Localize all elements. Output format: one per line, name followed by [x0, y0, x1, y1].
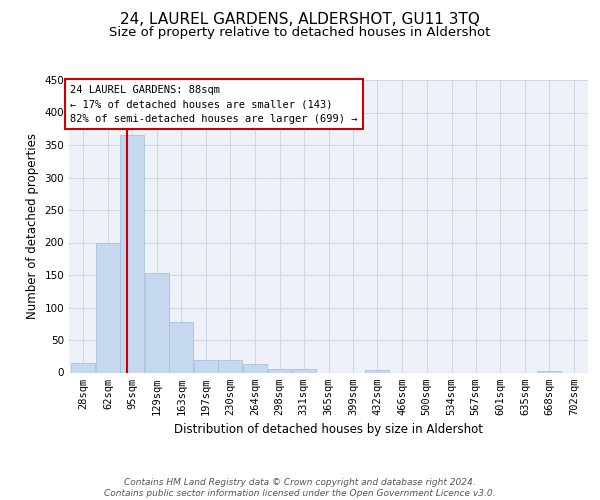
Bar [292, 369, 316, 372]
Text: Size of property relative to detached houses in Aldershot: Size of property relative to detached ho… [109, 26, 491, 39]
Bar [71, 363, 95, 372]
Bar [218, 360, 242, 372]
Bar [120, 135, 144, 372]
Bar [365, 370, 389, 372]
Text: 24 LAUREL GARDENS: 88sqm
← 17% of detached houses are smaller (143)
82% of semi-: 24 LAUREL GARDENS: 88sqm ← 17% of detach… [70, 84, 358, 124]
Bar [268, 368, 292, 372]
X-axis label: Distribution of detached houses by size in Aldershot: Distribution of detached houses by size … [174, 423, 483, 436]
Bar [194, 360, 218, 372]
Bar [537, 370, 561, 372]
Bar [169, 322, 193, 372]
Text: Contains HM Land Registry data © Crown copyright and database right 2024.
Contai: Contains HM Land Registry data © Crown c… [104, 478, 496, 498]
Bar [243, 364, 267, 372]
Y-axis label: Number of detached properties: Number of detached properties [26, 133, 39, 320]
Bar [96, 242, 120, 372]
Text: 24, LAUREL GARDENS, ALDERSHOT, GU11 3TQ: 24, LAUREL GARDENS, ALDERSHOT, GU11 3TQ [120, 12, 480, 28]
Bar [145, 273, 169, 372]
